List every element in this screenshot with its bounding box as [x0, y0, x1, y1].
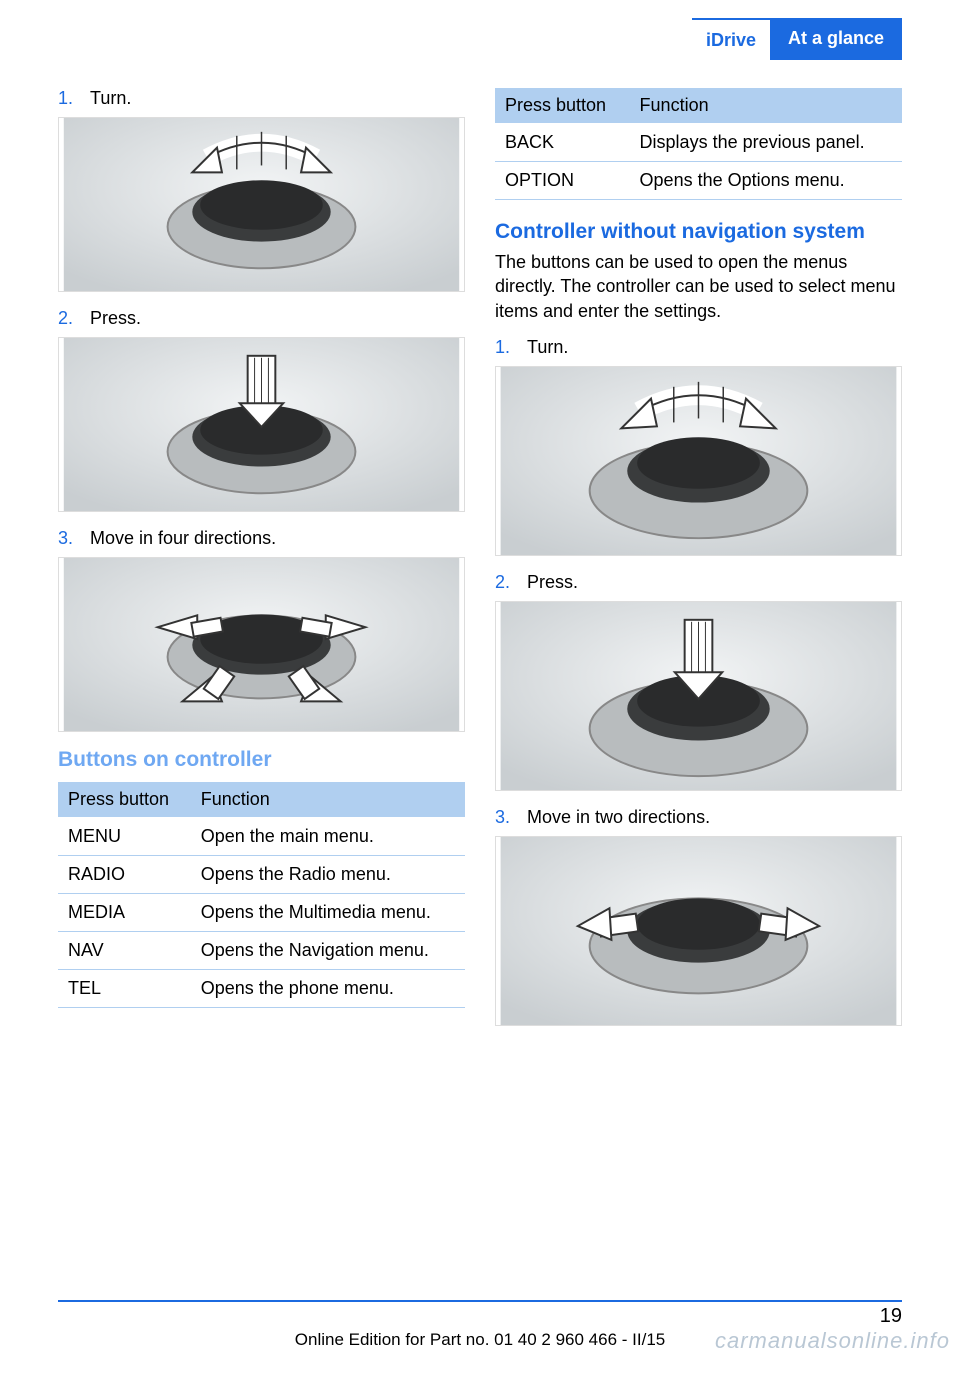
page-number: 19: [880, 1305, 902, 1328]
table-row: BACKDisplays the previous panel.: [495, 124, 902, 162]
step-number: 2.: [495, 572, 517, 593]
table-row: NAVOpens the Navigation menu.: [58, 932, 465, 970]
table-cell: RADIO: [58, 856, 191, 894]
step-number: 2.: [58, 308, 80, 329]
step-number: 1.: [58, 88, 80, 109]
header-section-at-a-glance: At a glance: [770, 18, 902, 60]
table-row: TELOpens the phone menu.: [58, 970, 465, 1008]
content-columns: 1. Turn.: [0, 60, 960, 1042]
table-cell: BACK: [495, 124, 630, 162]
step-label: Turn.: [90, 88, 131, 108]
table-row: OPTIONOpens the Options menu.: [495, 162, 902, 200]
table-row: RADIOOpens the Radio menu.: [58, 856, 465, 894]
illustration-press: [58, 337, 465, 512]
header-section-idrive: iDrive: [692, 18, 770, 60]
page-header: iDrive At a glance: [0, 18, 902, 60]
illustration-turn: [58, 117, 465, 292]
table-cell: Displays the previous panel.: [630, 124, 902, 162]
left-step-3: 3. Move in four directions.: [58, 528, 465, 549]
step-label: Turn.: [527, 337, 568, 357]
left-step-2: 2. Press.: [58, 308, 465, 329]
table-row: MEDIAOpens the Multimedia menu.: [58, 894, 465, 932]
section-heading-controller: Controller without navigation system: [495, 220, 902, 244]
section-heading-buttons: Buttons on controller: [58, 748, 465, 772]
section-body: The buttons can be used to open the menu…: [495, 250, 902, 323]
table-cell: NAV: [58, 932, 191, 970]
buttons-table-left: Press button Function MENUOpen the main …: [58, 782, 465, 1008]
table-cell: MEDIA: [58, 894, 191, 932]
illustration-2dir: [495, 836, 902, 1026]
illustration-press-2: [495, 601, 902, 791]
step-number: 3.: [58, 528, 80, 549]
left-step-1: 1. Turn.: [58, 88, 465, 109]
table-cell: MENU: [58, 818, 191, 856]
left-column: 1. Turn.: [58, 88, 465, 1042]
table-header: Function: [191, 782, 465, 818]
buttons-table-right: Press button Function BACKDisplays the p…: [495, 88, 902, 200]
table-header: Press button: [58, 782, 191, 818]
footer-rule: [58, 1300, 902, 1302]
watermark: carmanualsonline.info: [715, 1328, 950, 1354]
table-cell: TEL: [58, 970, 191, 1008]
step-number: 1.: [495, 337, 517, 358]
right-step-2: 2. Press.: [495, 572, 902, 593]
table-cell: Open the main menu.: [191, 818, 465, 856]
table-header: Function: [630, 88, 902, 124]
table-cell: Opens the Options menu.: [630, 162, 902, 200]
table-row: MENUOpen the main menu.: [58, 818, 465, 856]
illustration-turn-2: [495, 366, 902, 556]
right-step-3: 3. Move in two directions.: [495, 807, 902, 828]
table-header: Press button: [495, 88, 630, 124]
table-cell: OPTION: [495, 162, 630, 200]
table-cell: Opens the phone menu.: [191, 970, 465, 1008]
right-step-1: 1. Turn.: [495, 337, 902, 358]
step-label: Move in two directions.: [527, 807, 710, 827]
illustration-4dir: [58, 557, 465, 732]
table-cell: Opens the Radio menu.: [191, 856, 465, 894]
right-column: Press button Function BACKDisplays the p…: [495, 88, 902, 1042]
table-cell: Opens the Multimedia menu.: [191, 894, 465, 932]
table-cell: Opens the Navigation menu.: [191, 932, 465, 970]
step-label: Press.: [527, 572, 578, 592]
step-label: Move in four directions.: [90, 528, 276, 548]
step-number: 3.: [495, 807, 517, 828]
step-label: Press.: [90, 308, 141, 328]
